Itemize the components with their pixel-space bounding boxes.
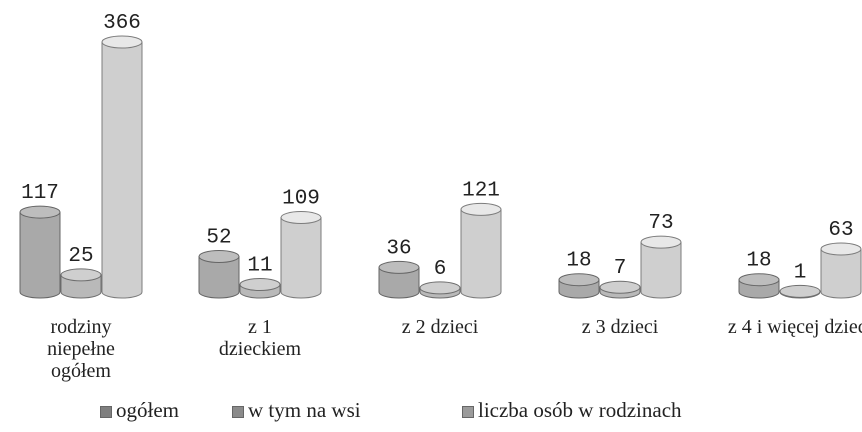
value-label: 1	[794, 261, 807, 284]
x-tick-label: z 4 i więcej dzieci	[727, 316, 862, 338]
bar	[101, 41, 143, 299]
bar	[820, 248, 862, 299]
legend-swatch	[462, 406, 474, 419]
bar-cap	[378, 260, 420, 274]
legend-swatch	[100, 406, 112, 419]
value-label: 11	[247, 254, 272, 277]
bar	[60, 274, 102, 299]
value-label: 36	[386, 237, 411, 260]
bar	[198, 255, 240, 299]
bar-cap	[60, 268, 102, 282]
bar-cap	[779, 284, 821, 298]
value-label: 52	[206, 226, 231, 249]
legend-item: w tym na wsi	[232, 398, 361, 423]
bar-cap	[419, 281, 461, 295]
bar-cap	[101, 35, 143, 49]
legend-label: ogółem	[116, 398, 179, 422]
bar-cap	[738, 273, 780, 287]
bar-cap	[19, 205, 61, 219]
value-label: 73	[648, 212, 673, 235]
bar	[378, 266, 420, 299]
value-label: 18	[566, 250, 591, 273]
value-label: 6	[434, 258, 447, 281]
legend-swatch	[232, 406, 244, 419]
bar	[640, 241, 682, 299]
value-label: 7	[614, 257, 627, 280]
value-label: 109	[282, 188, 320, 211]
bar-cap	[198, 249, 240, 263]
bar	[280, 217, 322, 299]
value-label: 366	[103, 12, 141, 35]
bar-cap	[599, 280, 641, 294]
bar-cap	[460, 202, 502, 216]
bar-cap	[280, 211, 322, 225]
legend-label: w tym na wsi	[248, 398, 361, 422]
value-label: 121	[462, 179, 500, 202]
value-label: 117	[21, 182, 59, 205]
legend-item: liczba osób w rodzinach	[462, 398, 682, 423]
x-tick-label: z 3 dzieci	[581, 316, 659, 338]
bar	[19, 211, 61, 299]
value-label: 25	[68, 245, 93, 268]
x-tick-label: z 2 dzieci	[401, 316, 479, 338]
bar-cap	[558, 273, 600, 287]
legend-label: liczba osób w rodzinach	[478, 398, 682, 422]
x-tick-label: rodziny niepełne ogółem	[47, 316, 115, 382]
value-label: 63	[828, 219, 853, 242]
value-label: 18	[746, 250, 771, 273]
bar	[460, 208, 502, 299]
bar-cap	[820, 242, 862, 256]
x-tick-label: z 1 dzieckiem	[218, 316, 302, 360]
bar-cap	[239, 277, 281, 291]
bar-cap	[640, 235, 682, 249]
legend-item: ogółem	[100, 398, 179, 423]
